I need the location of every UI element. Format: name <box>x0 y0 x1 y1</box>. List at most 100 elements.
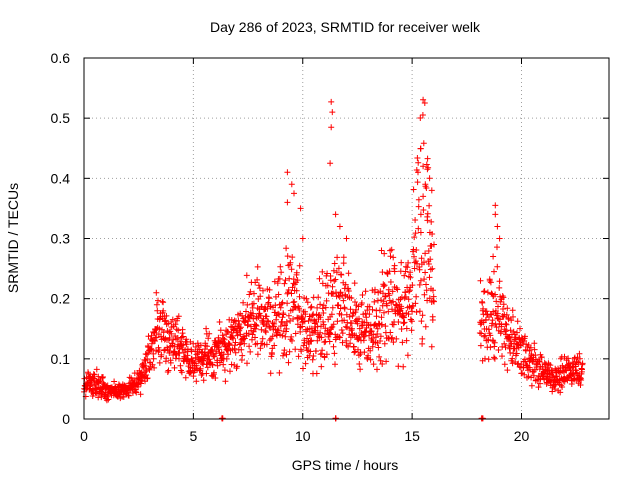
data-point <box>319 347 326 354</box>
data-point <box>211 369 217 376</box>
data-point <box>148 346 155 353</box>
data-point <box>156 325 163 332</box>
data-point <box>292 346 299 353</box>
data-point <box>393 335 400 342</box>
data-point <box>238 346 245 353</box>
data-point <box>338 327 345 333</box>
data-point <box>260 287 266 294</box>
data-point <box>179 346 186 353</box>
data-point <box>206 330 213 337</box>
data-point <box>419 335 426 342</box>
data-point <box>100 374 106 380</box>
data-point <box>395 319 402 325</box>
data-point <box>419 312 426 319</box>
data-point <box>350 343 357 350</box>
data-point <box>379 361 386 367</box>
data-point <box>329 109 336 116</box>
data-point <box>360 337 367 344</box>
data-point <box>496 284 503 291</box>
data-point <box>318 334 325 341</box>
data-point <box>509 307 516 314</box>
data-point <box>156 359 163 366</box>
data-point <box>485 356 492 363</box>
data-point <box>509 360 516 367</box>
data-point <box>279 332 286 339</box>
data-point <box>300 365 306 372</box>
data-point <box>220 335 227 342</box>
data-point <box>297 205 304 212</box>
data-point <box>330 290 337 297</box>
data-point <box>154 307 161 314</box>
data-point <box>215 334 222 341</box>
data-point <box>378 297 385 304</box>
data-point <box>382 323 389 330</box>
data-point <box>243 272 250 279</box>
y-tick-label: 0.3 <box>51 231 71 247</box>
data-point <box>291 190 297 197</box>
data-point <box>269 333 276 340</box>
data-point <box>254 263 261 270</box>
data-point <box>411 253 417 260</box>
data-point <box>180 342 187 348</box>
data-point <box>262 329 269 336</box>
data-point <box>296 307 303 313</box>
data-point <box>420 96 427 103</box>
data-point <box>288 290 295 297</box>
data-point <box>210 352 217 359</box>
data-point <box>252 322 259 328</box>
data-point <box>99 375 106 381</box>
data-point <box>531 346 538 353</box>
data-point <box>364 307 371 314</box>
data-point <box>138 380 144 387</box>
data-point <box>413 309 420 315</box>
data-point <box>552 386 558 393</box>
data-point <box>378 321 385 328</box>
data-point <box>381 282 388 289</box>
data-point <box>89 387 96 394</box>
data-point <box>417 211 424 218</box>
data-point <box>502 344 509 351</box>
data-point <box>576 350 583 357</box>
data-point <box>424 210 431 217</box>
data-point <box>429 231 436 237</box>
data-point <box>338 271 345 278</box>
data-point <box>284 199 291 206</box>
data-point <box>307 338 314 345</box>
data-point <box>412 258 419 265</box>
data-point <box>332 361 338 368</box>
data-point <box>235 317 242 324</box>
data-point <box>262 327 269 334</box>
data-point <box>384 302 390 309</box>
data-point <box>149 361 156 368</box>
x-tick-label: 20 <box>514 428 530 444</box>
data-point <box>336 334 343 341</box>
data-point <box>283 245 290 252</box>
data-point <box>508 317 515 324</box>
data-point <box>144 356 151 362</box>
data-point <box>491 355 498 362</box>
data-point <box>559 384 566 390</box>
data-point <box>378 247 385 254</box>
data-point <box>330 343 337 350</box>
data-point <box>364 355 371 362</box>
data-point <box>480 288 487 295</box>
data-point <box>276 369 283 376</box>
data-point <box>577 382 584 388</box>
data-point <box>398 305 405 312</box>
data-point <box>309 356 316 363</box>
data-point <box>336 334 343 340</box>
data-point <box>237 331 244 338</box>
data-point <box>398 259 405 266</box>
data-point <box>153 334 160 341</box>
data-point <box>551 382 558 389</box>
data-point <box>282 277 289 284</box>
data-point <box>545 374 551 381</box>
data-point <box>500 294 507 301</box>
data-point <box>431 241 437 248</box>
data-point <box>239 352 246 359</box>
data-point <box>279 299 286 306</box>
data-point <box>175 327 182 334</box>
data-point <box>426 175 433 182</box>
data-point <box>298 348 305 355</box>
data-point <box>422 250 429 257</box>
